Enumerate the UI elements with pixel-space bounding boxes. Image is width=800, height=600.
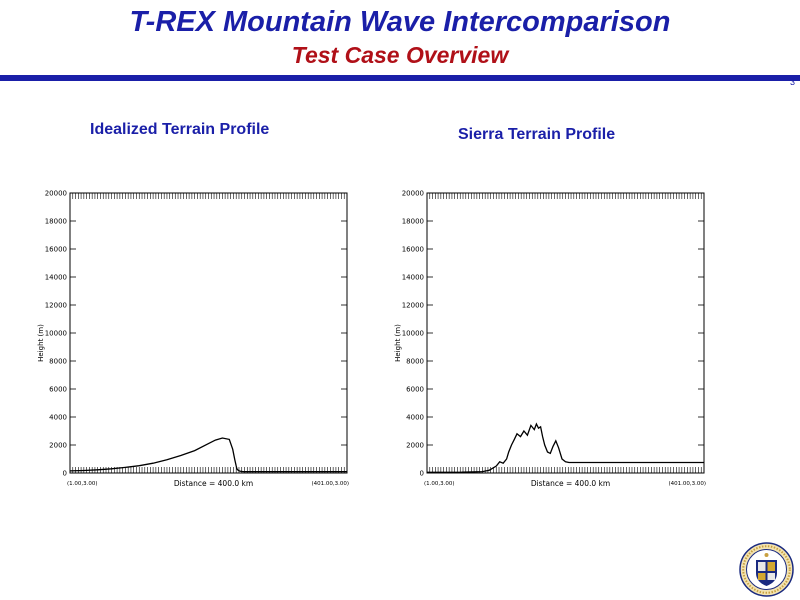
corner-label-left: (1.00,3.00) <box>67 481 98 487</box>
y-tick-label: 4000 <box>406 414 424 422</box>
y-tick-label: 10000 <box>45 330 67 338</box>
sierra-terrain-chart: 0 2000 4000 6000 8000 10000 12000 14000 16000 180… <box>394 190 706 489</box>
y-tick-label: 8000 <box>406 358 424 366</box>
corner-label-left: (1.00,3.00) <box>424 481 455 487</box>
y-tick-label: 18000 <box>402 218 424 226</box>
y-tick-label: 14000 <box>402 274 424 282</box>
y-tick-label: 8000 <box>49 358 67 366</box>
y-tick-label: 12000 <box>402 302 424 310</box>
y-tick-label: 16000 <box>402 246 424 254</box>
y-axis-label: Height (m) <box>394 324 402 362</box>
corner-label-right: (401.00,3.00) <box>311 481 349 487</box>
y-tick-label: 10000 <box>402 330 424 338</box>
terrain-line <box>426 422 704 473</box>
y-tick-label: 6000 <box>49 386 67 394</box>
y-tick-label: 2000 <box>406 442 424 450</box>
y-axis-label: Height (m) <box>37 324 45 362</box>
y-tick-label: 20000 <box>402 190 424 198</box>
y-tick-label: 0 <box>420 470 424 478</box>
page-subtitle: Test Case Overview <box>291 42 509 68</box>
y-tick-label: 2000 <box>49 442 67 450</box>
idealized-chart-title: Idealized Terrain Profile <box>90 121 270 138</box>
y-tick-label: 18000 <box>45 218 67 226</box>
y-tick-label: 6000 <box>406 386 424 394</box>
x-axis-label: Distance = 400.0 km <box>531 479 610 488</box>
plot-frame <box>426 192 705 474</box>
y-tick-label: 16000 <box>45 246 67 254</box>
y-tick-label: 20000 <box>45 190 67 198</box>
y-tick-label: 0 <box>63 470 67 478</box>
terrain-line <box>69 437 347 473</box>
y-tick-label: 4000 <box>49 414 67 422</box>
corner-label-right: (401.00,3.00) <box>668 481 706 487</box>
plot-frame <box>69 192 348 474</box>
university-seal-icon <box>739 542 794 597</box>
title-divider <box>0 75 800 81</box>
x-axis-label: Distance = 400.0 km <box>174 479 253 488</box>
sierra-chart-title: Sierra Terrain Profile <box>458 126 616 143</box>
y-tick-label: 12000 <box>45 302 67 310</box>
page-number: 3 <box>789 77 795 87</box>
page-title: T-REX Mountain Wave Intercomparison <box>129 6 671 38</box>
y-tick-label: 14000 <box>45 274 67 282</box>
idealized-terrain-chart: 0 2000 4000 6000 8000 10000 12000 14000 16000 180… <box>37 190 349 489</box>
